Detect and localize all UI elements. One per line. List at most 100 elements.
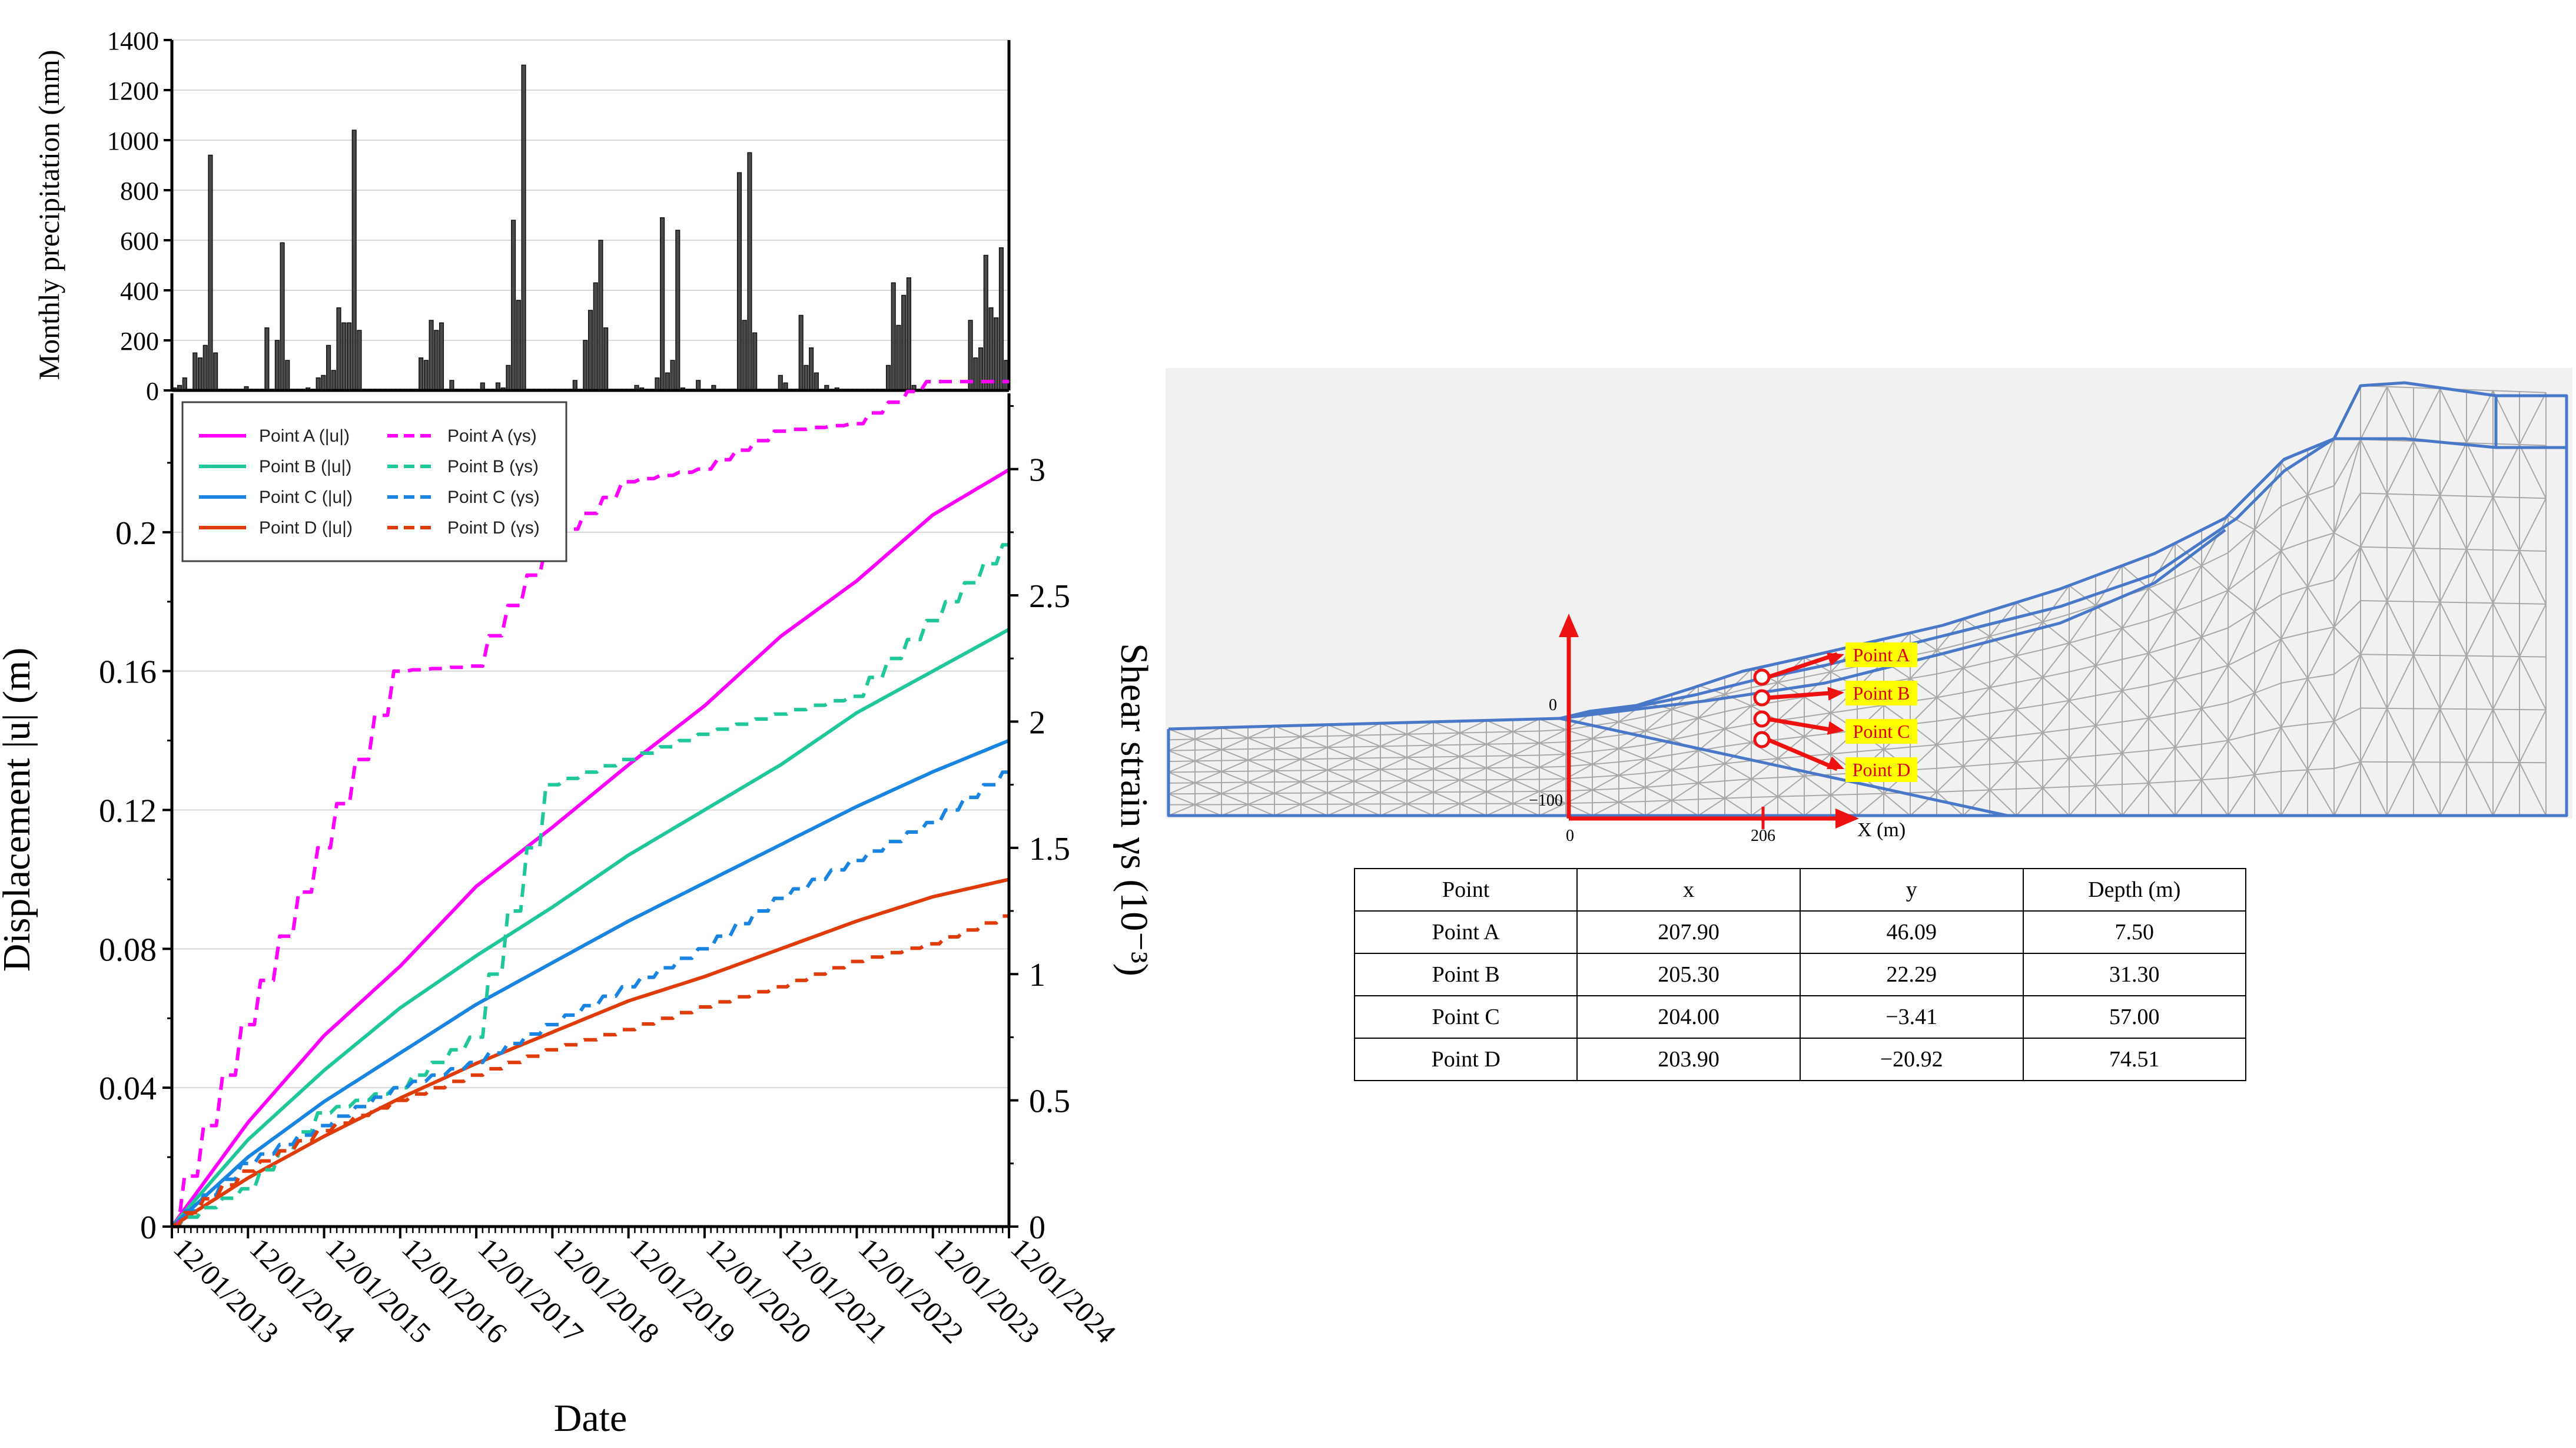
mesh-edge	[1618, 758, 1646, 763]
mesh-edge	[1645, 784, 1672, 788]
legend-box	[181, 401, 567, 562]
mesh-edge	[2360, 546, 2388, 548]
series-line-7	[172, 770, 1009, 1228]
mesh-edge	[1406, 744, 1434, 747]
mesh-edge	[1592, 763, 1619, 776]
mesh-edge	[1221, 804, 1249, 816]
mesh-edge	[2016, 621, 2043, 630]
mesh-edge	[1247, 804, 1275, 816]
mesh-edge	[2069, 585, 2096, 607]
mesh-edge	[1804, 776, 1831, 796]
precip-bar	[341, 322, 347, 391]
table-header: y	[1799, 868, 2024, 912]
precip-bar	[736, 172, 742, 391]
mesh-edge	[1433, 803, 1460, 816]
mesh-edge	[2069, 755, 2096, 759]
mesh-edge	[2095, 785, 2123, 816]
mesh-edge	[1300, 747, 1328, 749]
mesh-edge	[1777, 775, 1805, 778]
mesh-edge	[2254, 774, 2282, 816]
disp-y-tick-label: 0.16	[99, 654, 157, 691]
layer-boundary-2	[1559, 529, 2226, 720]
mesh-edge	[2413, 548, 2441, 602]
mesh-edge	[1751, 758, 1778, 780]
mesh-edge	[1883, 793, 1911, 816]
mesh-edge	[2069, 725, 2096, 758]
mesh-edge	[2360, 601, 2388, 655]
mesh-edge	[1671, 750, 1699, 756]
mesh-edge	[1459, 743, 1487, 745]
mesh-edge	[1698, 797, 1725, 816]
mesh-edge	[1221, 748, 1249, 750]
mesh-edge	[1963, 667, 1990, 688]
mesh-edge	[1989, 761, 2017, 791]
mesh-edge	[1698, 728, 1725, 735]
points-table: Point x y Depth (m) Point A 207.90 46.09…	[1353, 868, 2247, 1081]
mesh-edge	[2095, 628, 2123, 666]
mesh-edge	[1274, 770, 1302, 783]
mesh-edge	[1274, 758, 1302, 771]
mesh-edge	[1168, 738, 1196, 751]
mesh-edge	[1353, 780, 1381, 793]
precip-bar	[655, 377, 660, 391]
mesh-edge	[2069, 635, 2096, 644]
mesh-edge	[1406, 768, 1434, 781]
mesh-edge	[1221, 770, 1249, 773]
mesh-edge	[1645, 769, 1672, 774]
mesh-edge	[1618, 744, 1646, 750]
mesh-edge	[1936, 717, 1964, 745]
mesh-edge	[1671, 750, 1699, 771]
mesh-edge	[2466, 390, 2494, 443]
mesh-edge	[1512, 779, 1540, 792]
mesh-edge	[1247, 737, 1275, 750]
precip-bar	[660, 217, 665, 391]
mesh-edge	[1327, 747, 1355, 759]
mesh-edge	[2122, 685, 2149, 691]
mesh-edge	[1486, 731, 1513, 733]
mesh-edge	[2148, 747, 2176, 751]
table-cell: 31.30	[2022, 953, 2247, 996]
mesh-edge	[1194, 793, 1222, 806]
mesh-edge	[2254, 506, 2282, 531]
mesh-edge	[1459, 779, 1487, 793]
y-label-minus100: −100	[1529, 791, 1563, 810]
mesh-edge	[2175, 679, 2202, 709]
mesh-edge	[2413, 761, 2441, 816]
mesh-edge	[2095, 752, 2123, 757]
mesh-edge	[2175, 747, 2202, 781]
mesh-edge	[1592, 801, 1619, 816]
series-line-5	[172, 380, 1009, 1228]
mesh-edge	[1989, 738, 2017, 763]
mesh-edge	[2095, 658, 2123, 667]
mesh-edge	[2280, 723, 2308, 728]
legend-label: Point A (γs)	[447, 426, 537, 446]
mesh-edge	[1433, 779, 1460, 793]
mesh-edge	[2228, 529, 2255, 591]
slip-boundary	[1559, 717, 2008, 817]
precip-bar	[670, 360, 675, 391]
mesh-edge	[1592, 738, 1619, 750]
legend-label: Point C (γs)	[447, 488, 540, 507]
mesh-edge	[2254, 682, 2282, 694]
mesh-edge	[1168, 749, 1196, 751]
precip-bar	[994, 317, 999, 391]
mesh-edge	[1804, 733, 1831, 737]
mesh-edge	[1645, 787, 1672, 801]
point-marker-4: Point D	[1753, 731, 1917, 782]
disp-y2-tick-label: 1	[1029, 957, 1045, 993]
mesh-edge	[2042, 786, 2070, 789]
mesh-edge	[1433, 732, 1460, 734]
mesh-edge	[2201, 627, 2229, 638]
disp-y2label: Shear strain γs (10⁻³)	[1113, 643, 1156, 976]
mesh-edge	[2280, 587, 2308, 639]
precip-bar	[747, 152, 752, 391]
mesh-edge	[1645, 724, 1672, 732]
precip-bar	[434, 330, 439, 391]
point-marker-1: Point A	[1753, 642, 1917, 686]
mesh-edge	[1777, 796, 1805, 816]
mesh-edge	[2175, 779, 2202, 816]
mesh-edge	[2307, 532, 2335, 542]
mesh-edge	[2042, 732, 2070, 759]
mesh-edge	[2254, 771, 2282, 776]
mesh-edge	[2254, 594, 2282, 612]
